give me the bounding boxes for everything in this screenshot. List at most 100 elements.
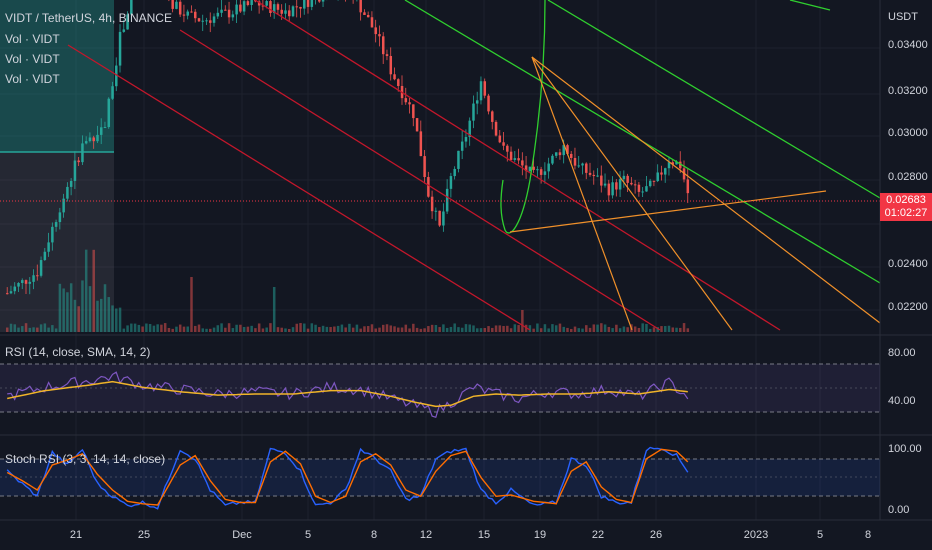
red-channel-lines[interactable] [67, 0, 781, 331]
volume-bar [660, 326, 663, 332]
volume-legend-2[interactable]: Vol · VIDT [5, 52, 60, 66]
stoch-band [0, 459, 880, 496]
volume-bar [588, 327, 592, 332]
volume-bar [133, 323, 137, 332]
candle-body [235, 4, 238, 15]
candle-body [600, 175, 603, 186]
volume-bar [96, 300, 99, 332]
candle-body [686, 179, 690, 194]
volume-bar [551, 324, 554, 332]
candle-body [265, 1, 268, 6]
candle-body [532, 166, 535, 170]
volume-bar [585, 325, 588, 332]
price-axis[interactable]: USDT 0.03400 0.03200 0.03000 0.02800 0.0… [888, 11, 928, 313]
rsi-tick: 80.00 [888, 347, 916, 359]
volume-bar [329, 327, 332, 332]
volume-bar [513, 324, 517, 332]
volume-bar [318, 327, 321, 332]
volume-bar [423, 328, 426, 332]
orange-line-2[interactable] [531, 56, 733, 331]
red-channel-line-3[interactable] [67, 44, 531, 331]
volume-legend-3[interactable]: Vol · VIDT [5, 72, 60, 86]
candle-body [261, 5, 265, 7]
rsi-tick: 40.00 [888, 395, 916, 407]
green-channel-line-2[interactable] [547, 0, 881, 199]
chart-grid [0, 0, 880, 520]
candle-body [547, 163, 550, 172]
volume-bar [543, 324, 547, 332]
candle-body [303, 0, 306, 9]
candle-body [648, 180, 652, 187]
green-channel-line-3[interactable] [789, 0, 831, 11]
orange-trend-lines[interactable] [509, 56, 881, 331]
volume-bar [190, 277, 193, 332]
candle-body [36, 275, 39, 277]
volume-bar [92, 249, 95, 332]
volume-bar [107, 297, 111, 332]
candle-body [130, 0, 133, 15]
orange-line-1[interactable] [531, 56, 881, 324]
volume-bar [355, 324, 359, 332]
time-axis[interactable]: 21 25 Dec 5 8 12 15 19 22 26 2023 5 8 [70, 529, 871, 541]
orange-line-3[interactable] [531, 56, 633, 331]
symbol-title[interactable]: VIDT / TetherUS, 4h, BINANCE [5, 11, 172, 25]
candle-body [389, 56, 393, 75]
candle-body [77, 160, 80, 163]
volume-bar [645, 324, 648, 332]
orange-support-line[interactable] [509, 190, 827, 233]
volume-bars [6, 249, 690, 332]
volume-bar [524, 324, 528, 332]
candle-body [637, 184, 641, 192]
volume-bar [359, 328, 362, 332]
candle-body [539, 169, 543, 175]
candle-body [434, 210, 438, 212]
volume-bar [393, 326, 396, 332]
candle-body [96, 134, 99, 142]
volume-legend-1[interactable]: Vol · VIDT [5, 32, 60, 46]
stoch-rsi-panel[interactable]: 100.00 0.00 [0, 443, 922, 516]
rsi-panel[interactable]: 80.00 40.00 [0, 347, 916, 419]
volume-bar [284, 328, 287, 332]
volume-bar [66, 292, 69, 332]
candle-body [472, 103, 475, 121]
volume-bar [615, 324, 618, 332]
candle-body [92, 137, 95, 142]
candle-body [596, 175, 599, 177]
candle-body [17, 282, 20, 287]
price-axis-unit: USDT [888, 11, 918, 23]
volume-bar [487, 326, 490, 332]
green-curve[interactable] [500, 0, 546, 234]
candle-body [84, 141, 88, 144]
red-channel-line-2[interactable] [254, 0, 781, 331]
volume-bar [464, 324, 468, 332]
volume-bar [69, 283, 73, 332]
stoch-rsi-legend[interactable]: Stoch RSI (3, 3, 14, 14, close) [5, 452, 166, 466]
candle-body [397, 79, 400, 87]
volume-bar [600, 323, 603, 332]
red-channel-line-1[interactable] [179, 29, 661, 331]
candle-body [509, 151, 513, 160]
candle-body [641, 191, 644, 193]
candle-body [479, 81, 483, 101]
candle-body [415, 118, 419, 132]
volume-bar [434, 325, 438, 332]
volume-bar [468, 324, 471, 332]
candle-body [464, 137, 468, 142]
candle-body [21, 280, 24, 283]
candle-body [626, 175, 629, 183]
volume-bar [246, 326, 250, 332]
rsi-legend[interactable]: RSI (14, close, SMA, 14, 2) [5, 345, 151, 359]
candle-body [404, 98, 408, 103]
long-position-zone[interactable] [0, 0, 114, 152]
volume-bar [502, 325, 505, 332]
candle-body [453, 168, 456, 177]
candle-body [449, 176, 453, 189]
candle-body [607, 183, 611, 196]
volume-bar [145, 323, 148, 332]
volume-bar [509, 328, 513, 332]
short-position-zone[interactable] [0, 152, 114, 332]
volume-bar [212, 327, 216, 332]
candle-body [615, 182, 618, 190]
volume-bar [32, 327, 35, 332]
